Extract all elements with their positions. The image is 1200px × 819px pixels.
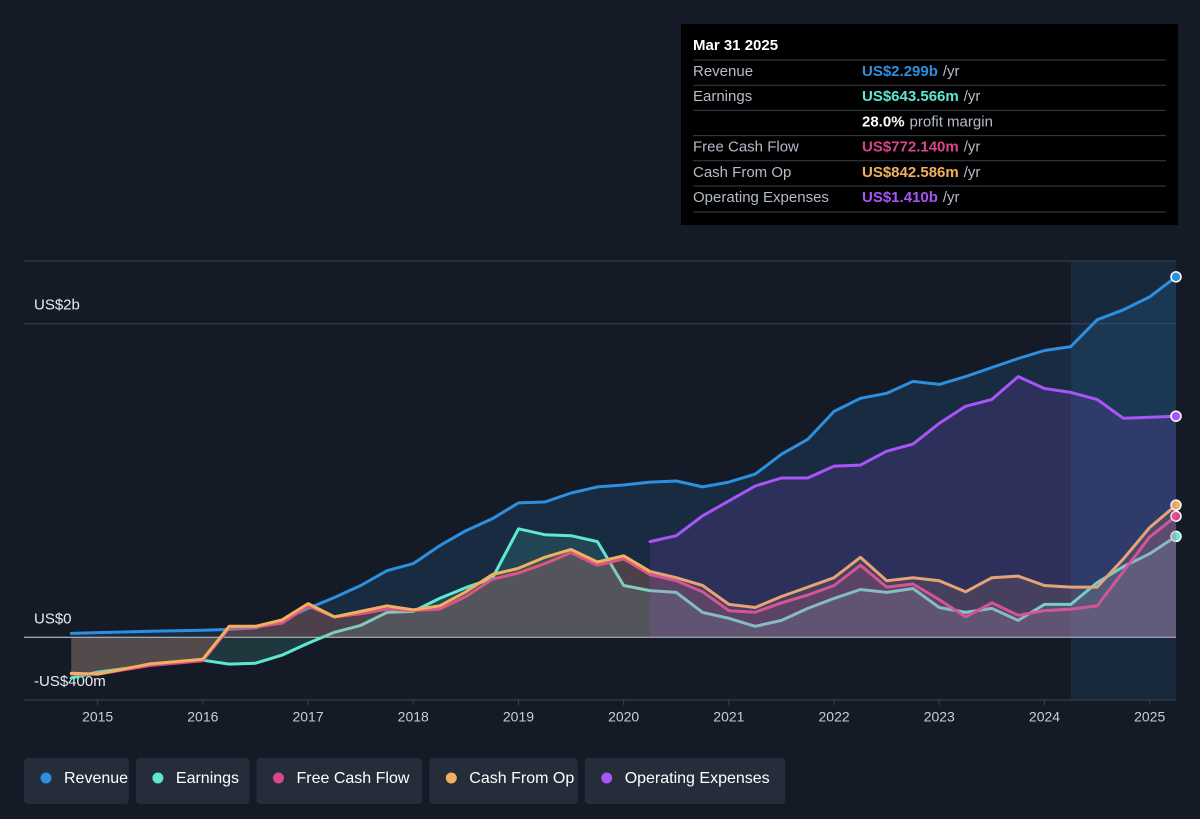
legend-label: Revenue: [64, 770, 128, 787]
tooltip-label: Cash From Op: [693, 164, 791, 181]
tooltip-value-text: US$643.566m: [862, 88, 959, 105]
tooltip-value-text: US$772.140m: [862, 139, 959, 156]
tooltip-value: 28.0% profit margin: [862, 113, 993, 130]
legend-button[interactable]: [135, 758, 250, 804]
tooltip-value-text: US$842.586m: [862, 164, 959, 181]
tooltip-date: Mar 31 2025: [693, 37, 778, 54]
tooltip-value: US$643.566m/yr: [862, 88, 980, 105]
legend-swatch: [445, 772, 457, 784]
tooltip-value-text: US$1.410b: [862, 189, 938, 206]
tooltip-label: Revenue: [693, 63, 753, 80]
legend-swatch: [40, 772, 52, 784]
legend-swatch: [152, 772, 164, 784]
tooltip-value-text: US$2.299b: [862, 63, 938, 80]
legend-item[interactable]: Cash From Op: [429, 758, 578, 804]
tooltip-box: [681, 24, 1178, 225]
legend-label: Operating Expenses: [625, 770, 770, 787]
x-tick-label: 2025: [1134, 709, 1165, 725]
series-area: [71, 516, 1176, 675]
legend-item[interactable]: Free Cash Flow: [256, 758, 423, 804]
tooltip-label: Free Cash Flow: [693, 139, 799, 156]
series-area: [71, 528, 1176, 678]
series-area: [650, 376, 1176, 638]
tooltip-label: Operating Expenses: [693, 189, 829, 206]
end-dot: [1170, 530, 1182, 543]
tooltip-value-text: 28.0%: [862, 113, 905, 130]
end-dot: [1170, 499, 1182, 511]
tooltip-value: US$842.586m/yr: [862, 164, 980, 181]
y-tick-label: US$0: [34, 610, 72, 627]
legend-button[interactable]: [256, 758, 423, 804]
legend-item[interactable]: Revenue: [24, 758, 129, 804]
legend-label: Earnings: [176, 770, 239, 787]
end-dot: [1170, 271, 1182, 283]
tooltip-label: Earnings: [693, 88, 752, 105]
series-line: [69, 514, 1178, 676]
series-line: [648, 375, 1178, 544]
y-tick-label: US$2b: [34, 297, 80, 314]
tooltip-unit: /yr: [964, 88, 981, 105]
forecast-highlight: [1071, 261, 1176, 700]
y-tick-label: -US$400m: [34, 673, 106, 690]
series-line: [69, 527, 1178, 680]
x-tick-label: 2024: [1029, 709, 1060, 725]
x-tick-label: 2020: [608, 709, 639, 725]
x-tick-label: 2022: [819, 709, 850, 725]
legend-button[interactable]: [584, 758, 786, 804]
x-tick-label: 2023: [924, 709, 955, 725]
series-line: [69, 503, 1178, 676]
x-tick-label: 2019: [503, 709, 534, 725]
series-area: [71, 276, 1176, 638]
x-tick-label: 2018: [398, 709, 429, 725]
tooltip-unit: /yr: [943, 63, 960, 80]
tooltip-value: US$1.410b/yr: [862, 189, 960, 206]
legend-swatch: [601, 772, 613, 784]
tooltip-value: US$2.299b/yr: [862, 63, 960, 80]
legend-item[interactable]: Operating Expenses: [584, 758, 786, 804]
tooltip-unit: /yr: [964, 164, 981, 181]
legend-swatch: [273, 772, 284, 784]
legend-label: Cash From Op: [469, 770, 574, 787]
tooltip-unit: /yr: [964, 139, 981, 156]
legend-button[interactable]: [24, 758, 129, 804]
series-area: [71, 505, 1176, 675]
end-dot: [1170, 410, 1182, 422]
legend-button[interactable]: [429, 758, 578, 804]
x-tick-label: 2016: [187, 709, 218, 725]
x-tick-label: 2021: [713, 709, 744, 725]
legend-label: Free Cash Flow: [297, 770, 410, 787]
x-tick-label: 2015: [82, 709, 113, 725]
tooltip-unit: profit margin: [910, 113, 993, 130]
tooltip-unit: /yr: [943, 189, 960, 206]
x-tick-label: 2017: [292, 709, 323, 725]
end-dot: [1170, 510, 1182, 522]
legend-item[interactable]: Earnings: [135, 758, 250, 804]
tooltip-value: US$772.140m/yr: [862, 139, 980, 156]
